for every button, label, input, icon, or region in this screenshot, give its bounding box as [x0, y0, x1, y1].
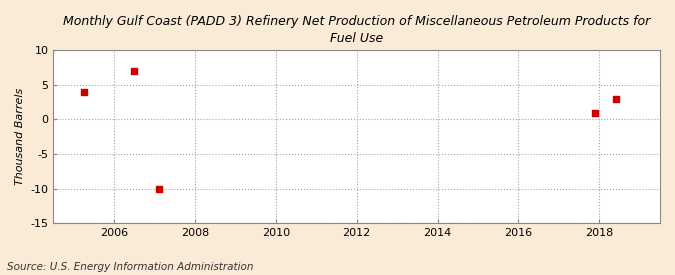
Point — [153, 186, 164, 191]
Point — [590, 110, 601, 115]
Text: Source: U.S. Energy Information Administration: Source: U.S. Energy Information Administ… — [7, 262, 253, 272]
Point — [129, 69, 140, 73]
Y-axis label: Thousand Barrels: Thousand Barrels — [15, 88, 25, 185]
Title: Monthly Gulf Coast (PADD 3) Refinery Net Production of Miscellaneous Petroleum P: Monthly Gulf Coast (PADD 3) Refinery Net… — [63, 15, 650, 45]
Point — [610, 97, 621, 101]
Point — [78, 90, 89, 94]
